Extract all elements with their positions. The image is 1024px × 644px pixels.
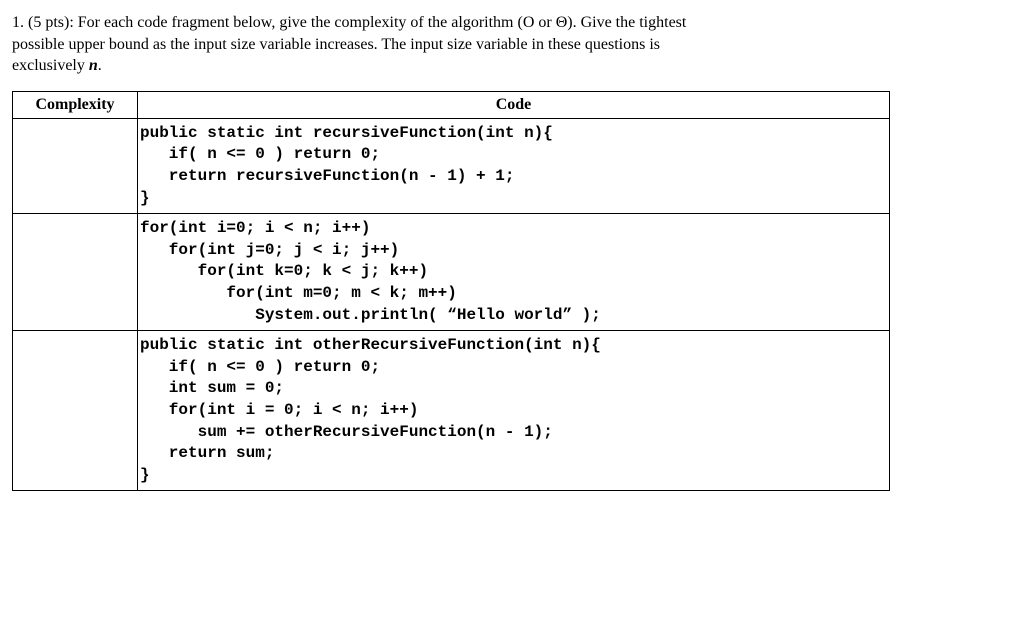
complexity-cell — [13, 118, 138, 213]
intro-line-3-suffix: . — [98, 57, 102, 74]
complexity-cell — [13, 331, 138, 491]
intro-line-1: 1. (5 pts): For each code fragment below… — [12, 14, 686, 31]
table-row: public static int recursiveFunction(int … — [13, 118, 890, 213]
intro-line-3-prefix: exclusively — [12, 57, 89, 74]
table-header-row: Complexity Code — [13, 91, 890, 118]
code-cell: public static int recursiveFunction(int … — [138, 118, 890, 213]
question-intro: 1. (5 pts): For each code fragment below… — [12, 12, 1024, 77]
header-complexity: Complexity — [13, 91, 138, 118]
complexity-table: Complexity Code public static int recurs… — [12, 91, 890, 492]
complexity-cell — [13, 214, 138, 331]
header-code: Code — [138, 91, 890, 118]
intro-variable-n: n — [89, 57, 98, 74]
table-row: for(int i=0; i < n; i++) for(int j=0; j … — [13, 214, 890, 331]
code-cell: public static int otherRecursiveFunction… — [138, 331, 890, 491]
table-row: public static int otherRecursiveFunction… — [13, 331, 890, 491]
code-cell: for(int i=0; i < n; i++) for(int j=0; j … — [138, 214, 890, 331]
intro-line-2: possible upper bound as the input size v… — [12, 36, 660, 53]
